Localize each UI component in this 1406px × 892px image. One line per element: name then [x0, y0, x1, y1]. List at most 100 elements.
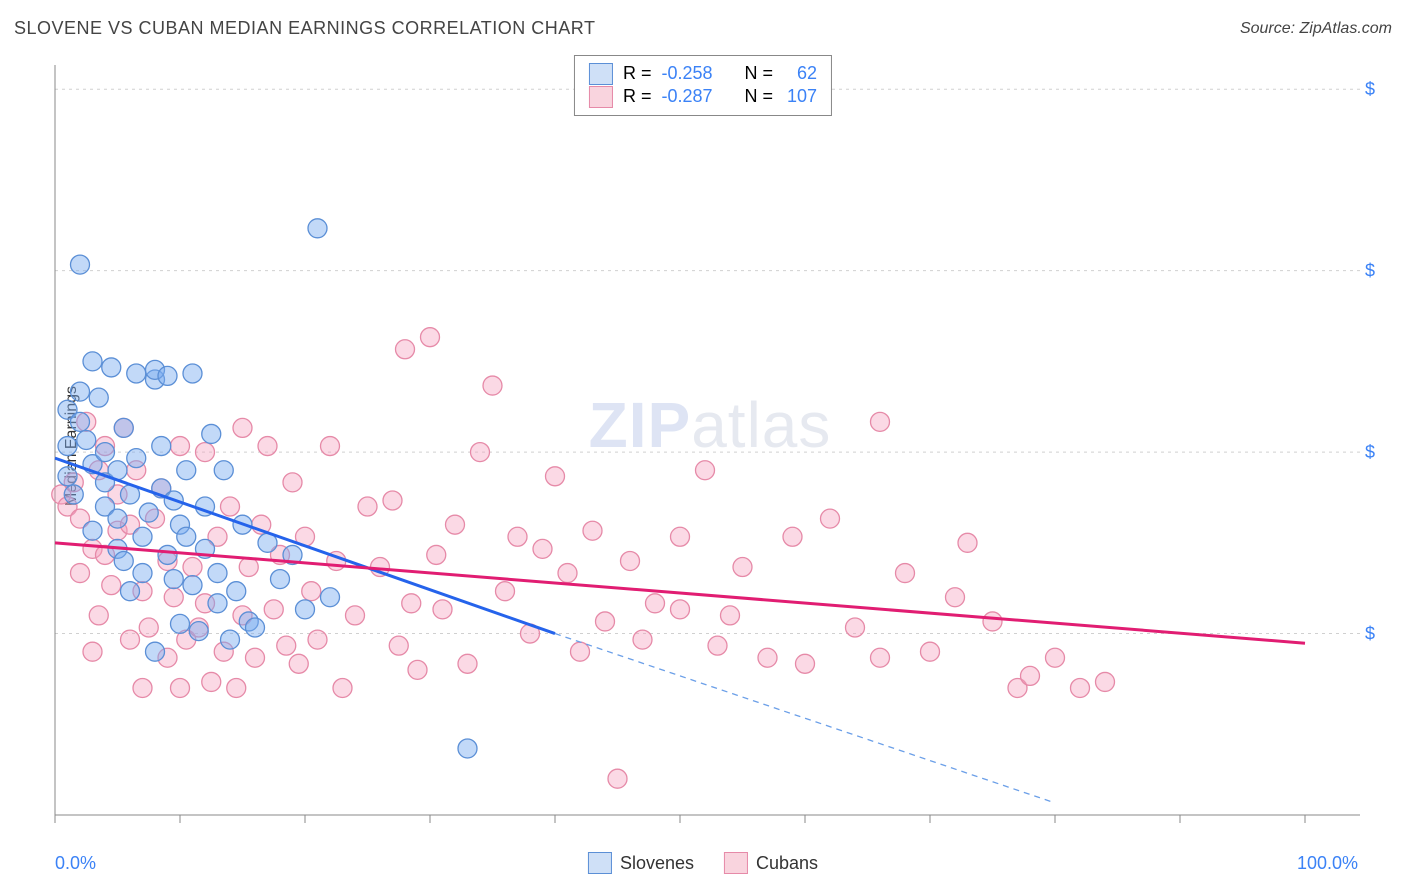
data-point [796, 654, 815, 673]
data-point [152, 437, 171, 456]
data-point [608, 769, 627, 788]
data-point [958, 533, 977, 552]
data-point [233, 418, 252, 437]
data-point [246, 648, 265, 667]
data-point [89, 606, 108, 625]
n-label: N = [745, 85, 774, 108]
chart-title: SLOVENE VS CUBAN MEDIAN EARNINGS CORRELA… [14, 18, 595, 39]
data-point [721, 606, 740, 625]
data-point [283, 473, 302, 492]
n-value-cubans: 107 [783, 85, 817, 108]
legend-bottom: Slovenes Cubans [588, 852, 818, 874]
data-point [733, 558, 752, 577]
data-point [171, 614, 190, 633]
data-point [346, 606, 365, 625]
data-point [114, 551, 133, 570]
data-point [571, 642, 590, 661]
data-point [196, 443, 215, 462]
data-point [58, 467, 77, 486]
data-point [258, 437, 277, 456]
n-value-slovenes: 62 [783, 62, 817, 85]
data-point [671, 600, 690, 619]
data-point [871, 412, 890, 431]
data-point [533, 539, 552, 558]
correlation-legend-box: R = -0.258 N = 62 R = -0.287 N = 107 [574, 55, 832, 116]
data-point [139, 503, 158, 522]
data-point [783, 527, 802, 546]
data-point [308, 630, 327, 649]
data-point [146, 642, 165, 661]
data-point [871, 648, 890, 667]
data-point [177, 527, 196, 546]
data-point [264, 600, 283, 619]
data-point [108, 509, 127, 528]
data-point [183, 558, 202, 577]
data-point [427, 545, 446, 564]
data-point [64, 485, 83, 504]
data-point [983, 612, 1002, 631]
data-point [496, 582, 515, 601]
correlation-row-cubans: R = -0.287 N = 107 [589, 85, 817, 108]
source-label: Source: ZipAtlas.com [1240, 20, 1392, 38]
data-point [121, 630, 140, 649]
data-point [114, 418, 133, 437]
data-point [158, 366, 177, 385]
data-point [83, 642, 102, 661]
n-label: N = [745, 62, 774, 85]
data-point [164, 588, 183, 607]
data-point [133, 678, 152, 697]
data-point [183, 364, 202, 383]
data-point [321, 437, 340, 456]
legend-label-cubans: Cubans [756, 853, 818, 874]
chart-plot-area: $35,000$50,000$65,000$80,000 ZIPatlas [45, 55, 1375, 825]
data-point [921, 642, 940, 661]
data-point [133, 527, 152, 546]
y-tick-label: $50,000 [1365, 442, 1375, 462]
data-point [189, 622, 208, 641]
data-point [58, 437, 77, 456]
legend-label-slovenes: Slovenes [620, 853, 694, 874]
data-point [383, 491, 402, 510]
data-point [321, 588, 340, 607]
swatch-slovenes-icon [588, 852, 612, 874]
data-point [671, 527, 690, 546]
data-point [633, 630, 652, 649]
data-point [277, 636, 296, 655]
data-point [896, 564, 915, 583]
data-point [421, 328, 440, 347]
data-point [289, 654, 308, 673]
data-point [302, 582, 321, 601]
data-point [246, 618, 265, 637]
data-point [358, 497, 377, 516]
data-point [127, 364, 146, 383]
data-point [202, 424, 221, 443]
data-point [546, 467, 565, 486]
data-point [71, 382, 90, 401]
data-point [102, 576, 121, 595]
data-point [508, 527, 527, 546]
correlation-row-slovenes: R = -0.258 N = 62 [589, 62, 817, 85]
data-point [1096, 672, 1115, 691]
data-point [558, 564, 577, 583]
data-point [83, 352, 102, 371]
data-point [208, 594, 227, 613]
data-point [583, 521, 602, 540]
data-point [83, 521, 102, 540]
x-axis-max-label: 100.0% [1297, 853, 1358, 874]
data-point [946, 588, 965, 607]
data-point [696, 461, 715, 480]
data-point [158, 545, 177, 564]
r-label: R = [623, 85, 652, 108]
data-point [396, 340, 415, 359]
data-point [846, 618, 865, 637]
data-point [183, 576, 202, 595]
swatch-cubans-icon [589, 86, 613, 108]
data-point [89, 388, 108, 407]
data-point [202, 672, 221, 691]
y-tick-label: $65,000 [1365, 261, 1375, 281]
swatch-slovenes-icon [589, 63, 613, 85]
data-point [296, 600, 315, 619]
data-point [821, 509, 840, 528]
data-point [758, 648, 777, 667]
data-point [402, 594, 421, 613]
